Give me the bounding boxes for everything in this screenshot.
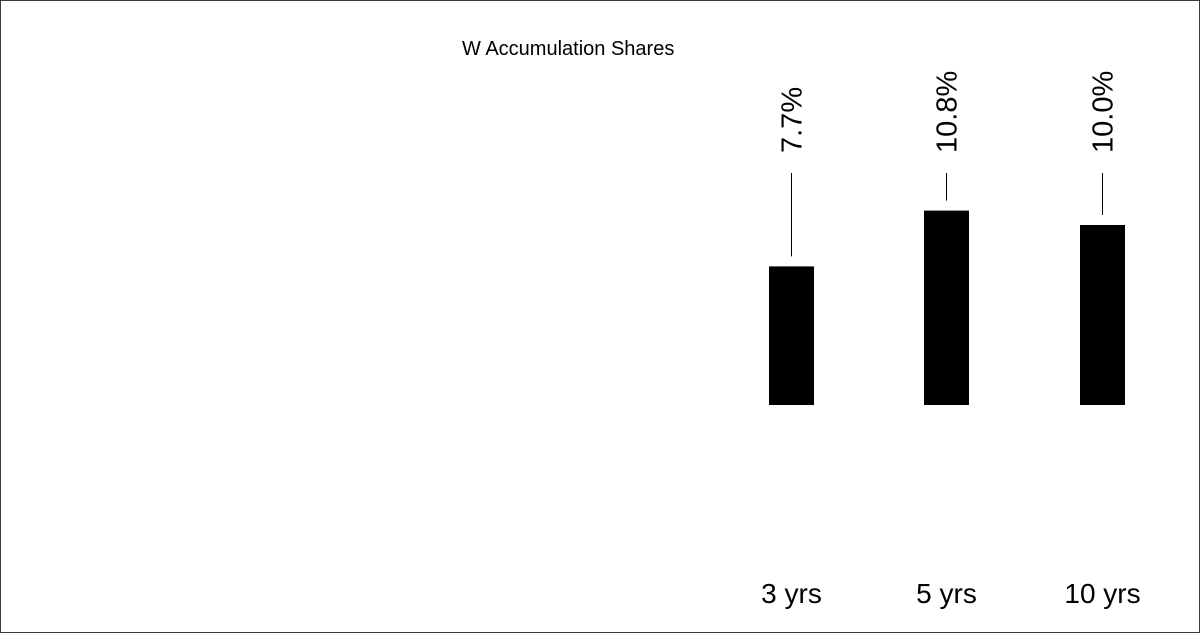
bar-5-yrs	[924, 210, 969, 405]
category-label: 10 yrs	[1064, 578, 1140, 609]
series-title: W Accumulation Shares	[462, 38, 674, 60]
bars-layer	[769, 210, 1125, 405]
bar-3-yrs	[769, 266, 814, 405]
category-label: 5 yrs	[916, 578, 977, 609]
value-label: 10.8%	[932, 71, 964, 153]
leader-lines-layer	[791, 173, 1103, 257]
category-label: 3 yrs	[761, 578, 822, 609]
category-labels-layer: 3 yrs 5 yrs 10 yrs	[761, 578, 1140, 609]
value-label: 7.7%	[777, 87, 809, 153]
value-labels-layer: 7.7% 10.8% 10.0%	[777, 71, 1120, 153]
bar-10-yrs	[1080, 225, 1125, 405]
value-label: 10.0%	[1088, 71, 1120, 153]
